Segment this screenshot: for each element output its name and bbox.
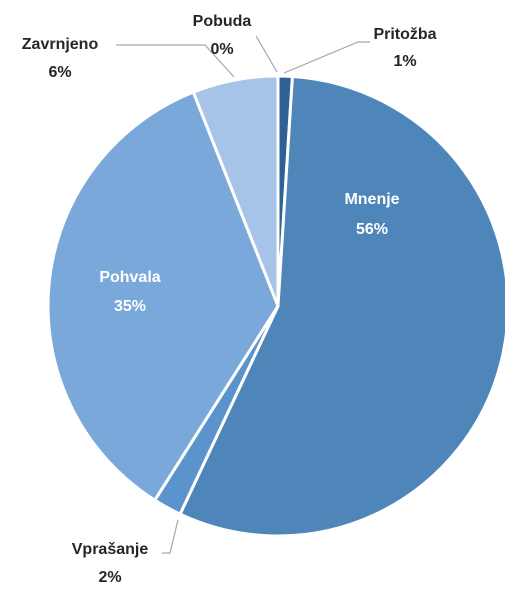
slice-label: Zavrnjeno xyxy=(22,36,99,53)
slice-value-label: 6% xyxy=(48,64,71,81)
leader-line xyxy=(283,41,370,74)
slice-value-label: 35% xyxy=(114,298,146,315)
slice-value-label: 1% xyxy=(393,53,416,70)
slice-value-label: 2% xyxy=(98,569,121,586)
slice-value-label: 0% xyxy=(210,41,233,58)
slice-value-label: 56% xyxy=(356,221,388,238)
slice-label: Pobuda xyxy=(193,13,252,30)
leader-line xyxy=(255,35,278,73)
pie-slice xyxy=(46,90,280,503)
leader-line xyxy=(116,44,235,78)
slice-label: Vprašanje xyxy=(72,541,149,558)
pie-slice xyxy=(178,74,505,538)
slice-label: Pritožba xyxy=(373,26,436,43)
slice-label: Mnenje xyxy=(344,191,399,208)
leader-line xyxy=(162,519,179,554)
slice-label: Pohvala xyxy=(99,269,160,286)
